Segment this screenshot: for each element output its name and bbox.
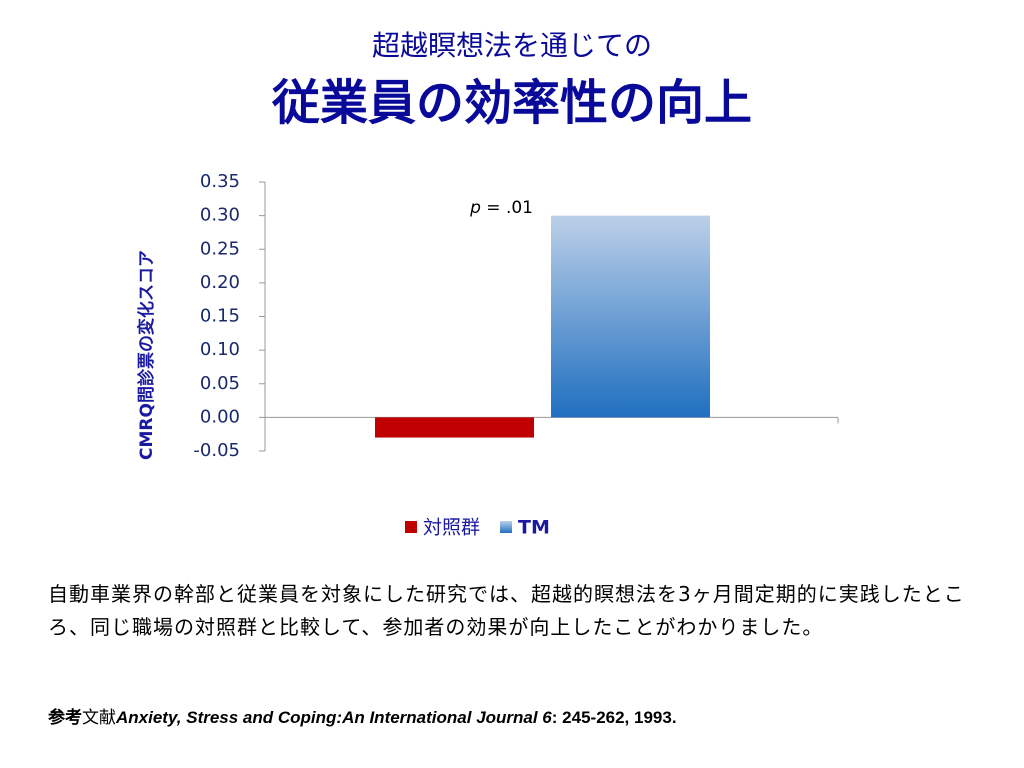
title: 従業員の効率性の向上 [271, 75, 752, 131]
ref-part: Anxiety, Stress and Coping:An Internatio… [116, 708, 552, 727]
y-tick-label: 0.35 [200, 171, 240, 192]
legend-label: TM [518, 517, 550, 539]
y-tick-label: 0.05 [200, 373, 240, 394]
reference: 参考文献Anxiety, Stress and Coping:An Intern… [48, 703, 677, 728]
y-tick-label: -0.05 [193, 440, 240, 461]
annotation-p: p [469, 198, 481, 218]
ref-part: 文献 [82, 708, 116, 727]
y-tick-label: 0.15 [200, 306, 240, 327]
body-text: 自動車業界の幹部と従業員を対象にした研究では、超越的瞑想法を3ヶ月間定期的に実践… [48, 582, 965, 639]
y-axis-label: CMRQ問診票の変化スコア [136, 250, 157, 460]
chart: 超越瞑想法を通じての 従業員の効率性の向上 CMRQ問診票の変化スコア p = … [136, 29, 839, 539]
annotation: p = .01 [469, 198, 533, 218]
subtitle: 超越瞑想法を通じての [372, 29, 652, 62]
bar [375, 417, 534, 438]
y-tick-label: 0.30 [200, 205, 240, 226]
y-tick-label: 0.10 [200, 339, 240, 360]
annotation-text: = .01 [481, 198, 533, 218]
y-tick-label: 0.20 [200, 272, 240, 293]
legend-label: 対照群 [423, 517, 480, 539]
legend-swatch [405, 521, 417, 533]
y-tick-label: 0.00 [200, 406, 240, 427]
legend-swatch [500, 521, 513, 533]
ref-part: : 245-262, 1993. [551, 708, 677, 727]
bar [551, 215, 710, 418]
ref-part: 参考 [48, 708, 82, 727]
y-tick-label: 0.25 [200, 238, 240, 259]
